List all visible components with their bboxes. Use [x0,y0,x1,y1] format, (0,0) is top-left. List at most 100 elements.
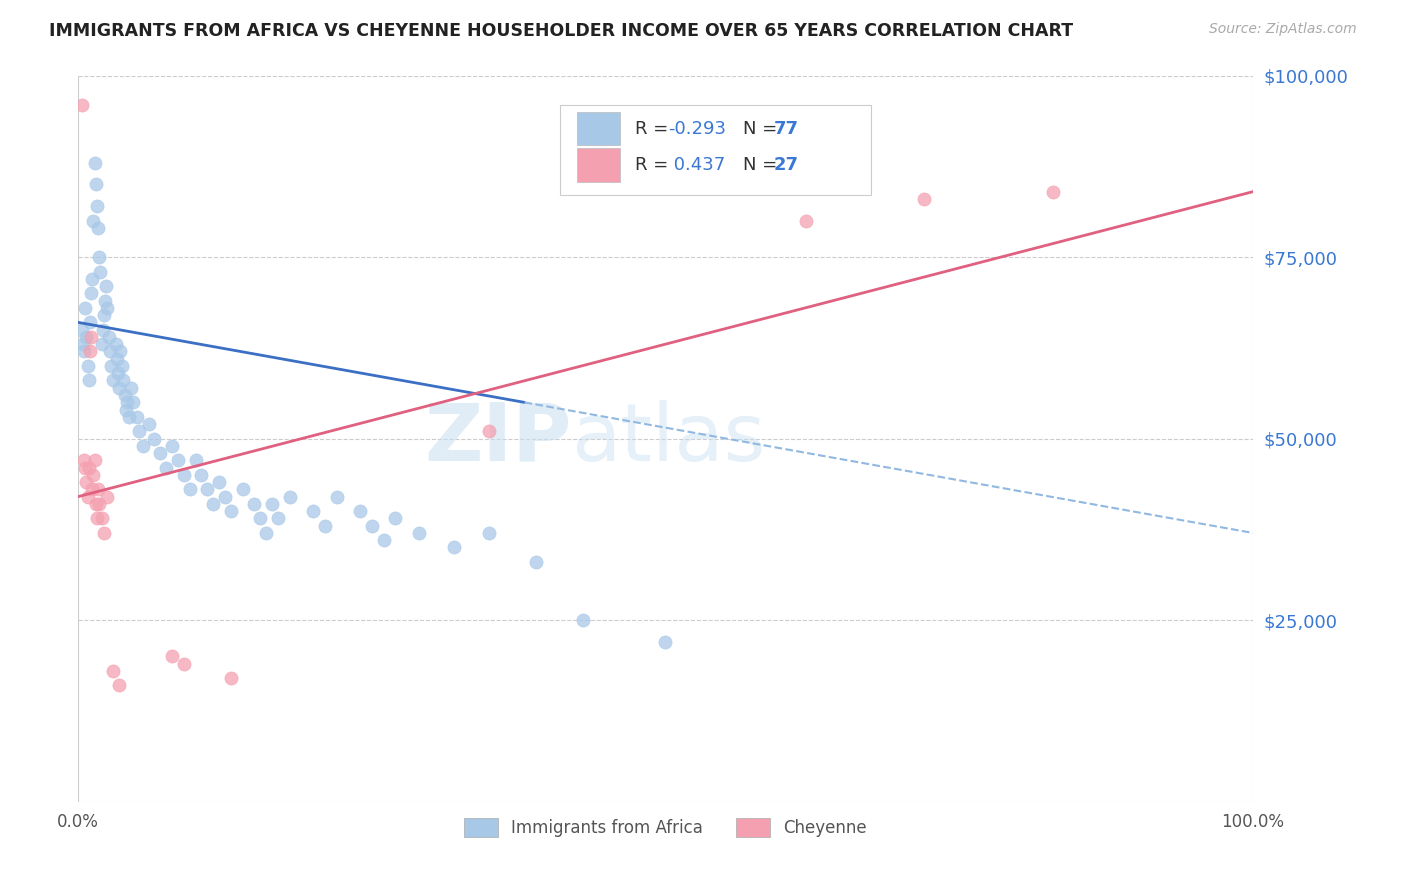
Point [87,483,110,497]
Text: 77: 77 [773,120,799,137]
Point [249,511,271,525]
Text: ZIP: ZIP [425,400,571,477]
Point [83,453,105,467]
Point [77,374,100,388]
Point [114,388,136,402]
Text: 27: 27 [773,156,799,174]
Point [90,511,112,525]
Point [73,453,96,467]
Point [86,199,108,213]
Point [96,490,118,504]
Point [155,460,177,475]
Point [80,286,103,301]
Point [84,497,107,511]
Point [160,649,183,664]
Point [190,467,212,482]
Point [278,490,301,504]
Point [82,213,104,227]
Point [107,366,129,380]
Point [125,409,148,424]
Point [384,511,406,525]
Point [79,344,101,359]
Point [117,395,139,409]
Point [173,657,195,671]
FancyBboxPatch shape [578,148,620,182]
Point [89,264,111,278]
Legend: Immigrants from Africa, Cheyenne: Immigrants from Africa, Cheyenne [458,812,873,844]
Point [572,613,595,627]
Point [98,344,121,359]
Point [100,359,122,373]
Point [75,301,97,315]
Point [373,533,395,548]
Point [87,221,110,235]
Text: -0.293: -0.293 [668,120,725,137]
Point [219,671,242,685]
Point [524,555,547,569]
Point [110,344,132,359]
Point [443,541,465,555]
Point [325,490,347,504]
Point [912,192,935,206]
Point [93,308,115,322]
Point [94,293,117,308]
Point [478,425,501,439]
Point [143,432,166,446]
Point [160,439,183,453]
Point [75,475,97,489]
Point [104,337,127,351]
Point [360,518,382,533]
Point [167,453,190,467]
Point [84,178,107,192]
Point [1042,185,1064,199]
Point [117,409,139,424]
Point [73,344,96,359]
Point [110,359,132,373]
Point [302,504,325,518]
Point [82,467,104,482]
Point [195,483,218,497]
Point [149,446,172,460]
Point [75,460,97,475]
Text: R =: R = [636,156,673,174]
Point [76,490,98,504]
Point [93,525,115,540]
Point [86,511,108,525]
FancyBboxPatch shape [578,112,620,145]
Point [89,250,111,264]
Point [103,664,125,678]
Point [89,497,111,511]
Point [654,635,676,649]
Point [232,483,254,497]
Point [96,279,118,293]
Point [75,330,97,344]
Point [76,359,98,373]
Point [796,213,818,227]
Text: 0.437: 0.437 [668,156,725,174]
Point [179,483,201,497]
Point [267,511,290,525]
Point [96,301,118,315]
Point [103,374,125,388]
Point [115,402,138,417]
Point [105,351,128,366]
Point [314,518,336,533]
Point [111,374,134,388]
Point [243,497,266,511]
Text: atlas: atlas [571,400,766,477]
Point [214,490,236,504]
Point [408,525,430,540]
Text: N =: N = [742,120,783,137]
Point [79,315,101,329]
Point [108,678,131,692]
Point [77,460,100,475]
FancyBboxPatch shape [560,104,872,195]
Point [208,475,231,489]
Point [478,525,501,540]
Point [260,497,283,511]
Point [219,504,242,518]
Point [80,330,103,344]
Point [70,323,93,337]
Text: N =: N = [742,156,783,174]
Point [128,425,150,439]
